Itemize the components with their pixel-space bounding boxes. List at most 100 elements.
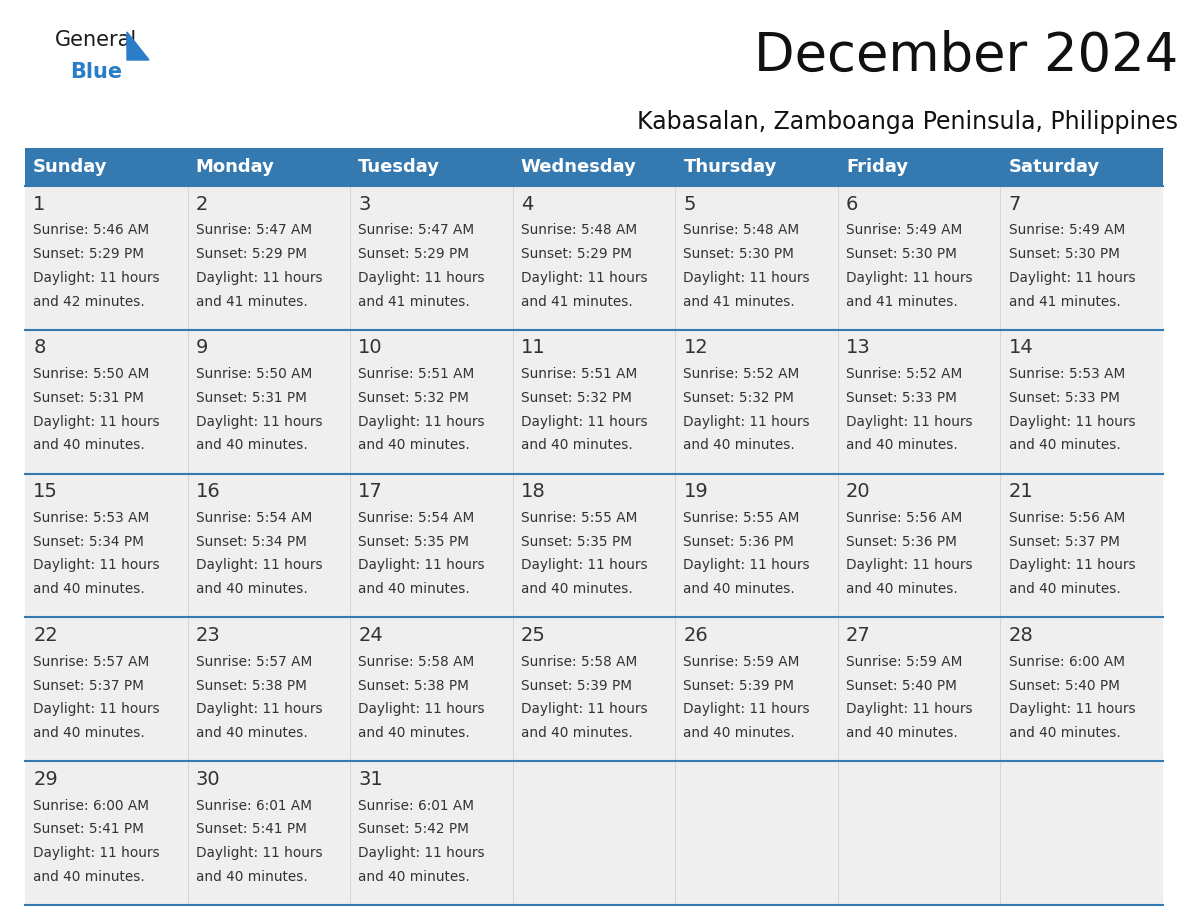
Text: Sunset: 5:40 PM: Sunset: 5:40 PM <box>846 678 956 692</box>
Text: Daylight: 11 hours: Daylight: 11 hours <box>846 415 973 429</box>
Bar <box>675 148 838 186</box>
Text: Sunrise: 6:00 AM: Sunrise: 6:00 AM <box>33 799 150 812</box>
Text: Sunrise: 5:53 AM: Sunrise: 5:53 AM <box>33 511 150 525</box>
Text: and 40 minutes.: and 40 minutes. <box>1009 726 1120 740</box>
Bar <box>513 330 675 474</box>
Text: and 41 minutes.: and 41 minutes. <box>1009 295 1120 308</box>
Text: Daylight: 11 hours: Daylight: 11 hours <box>683 558 810 573</box>
Text: and 41 minutes.: and 41 minutes. <box>359 295 470 308</box>
Bar <box>188 761 350 905</box>
Text: Sunrise: 5:55 AM: Sunrise: 5:55 AM <box>520 511 637 525</box>
Bar <box>350 330 513 474</box>
Text: Sunset: 5:39 PM: Sunset: 5:39 PM <box>520 678 632 692</box>
Text: and 40 minutes.: and 40 minutes. <box>846 439 958 453</box>
Text: Sunrise: 5:58 AM: Sunrise: 5:58 AM <box>520 655 637 669</box>
Text: Monday: Monday <box>196 158 274 176</box>
Text: Daylight: 11 hours: Daylight: 11 hours <box>33 702 159 716</box>
Bar <box>188 474 350 618</box>
Text: and 41 minutes.: and 41 minutes. <box>196 295 308 308</box>
Text: Sunset: 5:32 PM: Sunset: 5:32 PM <box>683 391 795 405</box>
Text: and 40 minutes.: and 40 minutes. <box>196 869 308 884</box>
Text: Daylight: 11 hours: Daylight: 11 hours <box>196 415 322 429</box>
Text: Daylight: 11 hours: Daylight: 11 hours <box>1009 558 1136 573</box>
Text: Daylight: 11 hours: Daylight: 11 hours <box>33 415 159 429</box>
Bar <box>1000 761 1163 905</box>
Text: 9: 9 <box>196 339 208 357</box>
Text: 12: 12 <box>683 339 708 357</box>
Text: Sunrise: 5:49 AM: Sunrise: 5:49 AM <box>846 223 962 238</box>
Text: 28: 28 <box>1009 626 1034 645</box>
Text: Daylight: 11 hours: Daylight: 11 hours <box>1009 271 1136 285</box>
Bar <box>1000 330 1163 474</box>
Bar <box>25 186 188 330</box>
Text: 17: 17 <box>359 482 383 501</box>
Text: 2: 2 <box>196 195 208 214</box>
Text: 30: 30 <box>196 770 220 789</box>
Text: 27: 27 <box>846 626 871 645</box>
Text: Sunrise: 5:51 AM: Sunrise: 5:51 AM <box>520 367 637 381</box>
Text: Daylight: 11 hours: Daylight: 11 hours <box>196 271 322 285</box>
Text: and 41 minutes.: and 41 minutes. <box>520 295 632 308</box>
Text: 15: 15 <box>33 482 58 501</box>
Bar <box>1000 474 1163 618</box>
Text: 23: 23 <box>196 626 221 645</box>
Text: Daylight: 11 hours: Daylight: 11 hours <box>33 558 159 573</box>
Text: Sunset: 5:39 PM: Sunset: 5:39 PM <box>683 678 795 692</box>
Bar <box>350 618 513 761</box>
Text: Sunrise: 5:46 AM: Sunrise: 5:46 AM <box>33 223 150 238</box>
Bar <box>188 618 350 761</box>
Text: and 40 minutes.: and 40 minutes. <box>33 726 145 740</box>
Text: and 40 minutes.: and 40 minutes. <box>683 726 795 740</box>
Text: and 40 minutes.: and 40 minutes. <box>1009 439 1120 453</box>
Text: Sunset: 5:36 PM: Sunset: 5:36 PM <box>683 534 795 549</box>
Text: 26: 26 <box>683 626 708 645</box>
Bar <box>513 618 675 761</box>
Bar <box>838 474 1000 618</box>
Text: 7: 7 <box>1009 195 1020 214</box>
Text: 20: 20 <box>846 482 871 501</box>
Text: and 40 minutes.: and 40 minutes. <box>846 582 958 596</box>
Bar <box>188 148 350 186</box>
Text: Sunday: Sunday <box>33 158 108 176</box>
Text: and 40 minutes.: and 40 minutes. <box>520 726 632 740</box>
Text: Sunrise: 5:59 AM: Sunrise: 5:59 AM <box>846 655 962 669</box>
Text: Sunset: 5:29 PM: Sunset: 5:29 PM <box>359 247 469 261</box>
Text: December 2024: December 2024 <box>753 30 1178 82</box>
Text: Sunrise: 5:52 AM: Sunrise: 5:52 AM <box>846 367 962 381</box>
Text: Daylight: 11 hours: Daylight: 11 hours <box>520 271 647 285</box>
Text: Sunset: 5:35 PM: Sunset: 5:35 PM <box>359 534 469 549</box>
Text: Daylight: 11 hours: Daylight: 11 hours <box>1009 702 1136 716</box>
Text: 10: 10 <box>359 339 383 357</box>
Text: Daylight: 11 hours: Daylight: 11 hours <box>196 846 322 860</box>
Text: Sunrise: 5:59 AM: Sunrise: 5:59 AM <box>683 655 800 669</box>
Bar <box>838 148 1000 186</box>
Bar <box>1000 618 1163 761</box>
Text: Sunset: 5:34 PM: Sunset: 5:34 PM <box>196 534 307 549</box>
Text: 16: 16 <box>196 482 221 501</box>
Bar <box>25 761 188 905</box>
Text: Sunset: 5:36 PM: Sunset: 5:36 PM <box>846 534 956 549</box>
Text: 14: 14 <box>1009 339 1034 357</box>
Text: Sunrise: 5:54 AM: Sunrise: 5:54 AM <box>196 511 312 525</box>
Text: 3: 3 <box>359 195 371 214</box>
Bar <box>350 474 513 618</box>
Text: Sunset: 5:30 PM: Sunset: 5:30 PM <box>683 247 795 261</box>
Text: Sunrise: 5:54 AM: Sunrise: 5:54 AM <box>359 511 474 525</box>
Text: Daylight: 11 hours: Daylight: 11 hours <box>33 271 159 285</box>
Text: Sunset: 5:37 PM: Sunset: 5:37 PM <box>1009 534 1119 549</box>
Text: Sunset: 5:30 PM: Sunset: 5:30 PM <box>1009 247 1119 261</box>
Text: Sunset: 5:29 PM: Sunset: 5:29 PM <box>33 247 144 261</box>
Text: Sunset: 5:37 PM: Sunset: 5:37 PM <box>33 678 144 692</box>
Text: 25: 25 <box>520 626 545 645</box>
Bar <box>350 186 513 330</box>
Text: Daylight: 11 hours: Daylight: 11 hours <box>520 415 647 429</box>
Text: Daylight: 11 hours: Daylight: 11 hours <box>520 702 647 716</box>
Text: and 40 minutes.: and 40 minutes. <box>520 439 632 453</box>
Text: and 40 minutes.: and 40 minutes. <box>33 869 145 884</box>
Text: Sunrise: 5:48 AM: Sunrise: 5:48 AM <box>520 223 637 238</box>
Text: Daylight: 11 hours: Daylight: 11 hours <box>359 846 485 860</box>
Text: Sunrise: 5:58 AM: Sunrise: 5:58 AM <box>359 655 474 669</box>
Text: and 40 minutes.: and 40 minutes. <box>196 726 308 740</box>
Text: Kabasalan, Zamboanga Peninsula, Philippines: Kabasalan, Zamboanga Peninsula, Philippi… <box>637 110 1178 134</box>
Text: 13: 13 <box>846 339 871 357</box>
